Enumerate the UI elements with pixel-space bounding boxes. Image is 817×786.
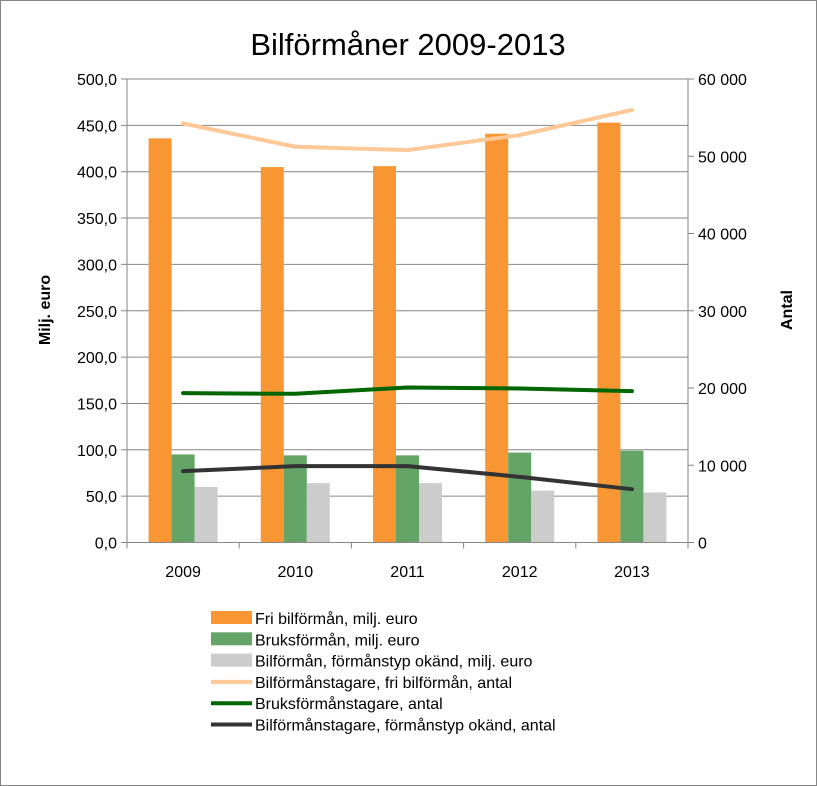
x-tick-label: 2012 [502, 564, 538, 581]
legend-label-3: Bilförmånstagare, fri bilförmån, antal [255, 674, 512, 692]
bar-2-4 [643, 492, 667, 543]
line-series-3 [181, 107, 634, 153]
line-series-5 [181, 464, 634, 492]
y-tick-label: 250,0 [77, 304, 117, 321]
y-tick-label: 50,0 [86, 489, 117, 506]
y2-tick-label: 0 [698, 536, 707, 553]
x-tick-label: 2013 [614, 564, 650, 581]
bar-1-3 [508, 452, 532, 543]
legend-label-5: Bilförmånstagare, förmånstyp okänd, anta… [255, 717, 556, 735]
bar-1-2 [396, 455, 419, 543]
y-tick-label: 100,0 [77, 443, 117, 460]
y-tick-label: 300,0 [77, 257, 117, 274]
bar-0-4 [597, 122, 621, 543]
y2-tick-label: 40 000 [698, 227, 747, 244]
y-tick-label: 450,0 [77, 118, 117, 135]
legend-label-4: Bruksförmånstagare, antal [255, 695, 443, 713]
legend-label-0: Fri bilförmån, milj. euro [255, 610, 418, 628]
chart-title: Bilförmåner 2009-2013 [250, 27, 565, 62]
y-axis-label: Milj. euro [37, 275, 54, 345]
y-tick-label: 0,0 [95, 536, 117, 553]
line-series-4 [181, 385, 634, 396]
bar-2-0 [194, 486, 218, 543]
bar-2-3 [531, 490, 555, 543]
legend-label-1: Bruksförmån, milj. euro [255, 631, 420, 649]
y2-tick-label: 20 000 [698, 381, 747, 398]
bar-2-2 [419, 483, 442, 543]
legend-swatch-1 [211, 632, 252, 646]
bar-1-0 [171, 454, 195, 543]
y-tick-label: 350,0 [77, 211, 117, 228]
y-tick-label: 500,0 [77, 72, 117, 89]
y-tick-label: 200,0 [77, 350, 117, 367]
bar-0-0 [148, 138, 172, 543]
y2-tick-label: 10 000 [698, 458, 747, 475]
y2-axis-label: Antal [779, 290, 796, 330]
bar-0-3 [485, 133, 509, 543]
bar-1-4 [620, 450, 644, 543]
y-tick-label: 400,0 [77, 165, 117, 182]
bar-0-2 [373, 166, 396, 543]
legend-swatch-2 [211, 653, 252, 667]
bar-2-1 [306, 483, 330, 543]
x-tick-label: 2009 [165, 564, 201, 581]
bar-0-1 [260, 167, 284, 543]
x-tick-label: 2010 [278, 564, 314, 581]
legend-label-2: Bilförmån, förmånstyp okänd, milj. euro [255, 653, 533, 671]
x-tick-label: 2011 [390, 564, 425, 581]
y2-tick-label: 30 000 [698, 304, 747, 321]
y2-tick-label: 50 000 [698, 149, 747, 166]
bar-1-1 [283, 455, 307, 543]
y2-tick-label: 60 000 [698, 72, 747, 89]
y-tick-label: 150,0 [77, 396, 117, 413]
legend-swatch-0 [211, 611, 252, 624]
